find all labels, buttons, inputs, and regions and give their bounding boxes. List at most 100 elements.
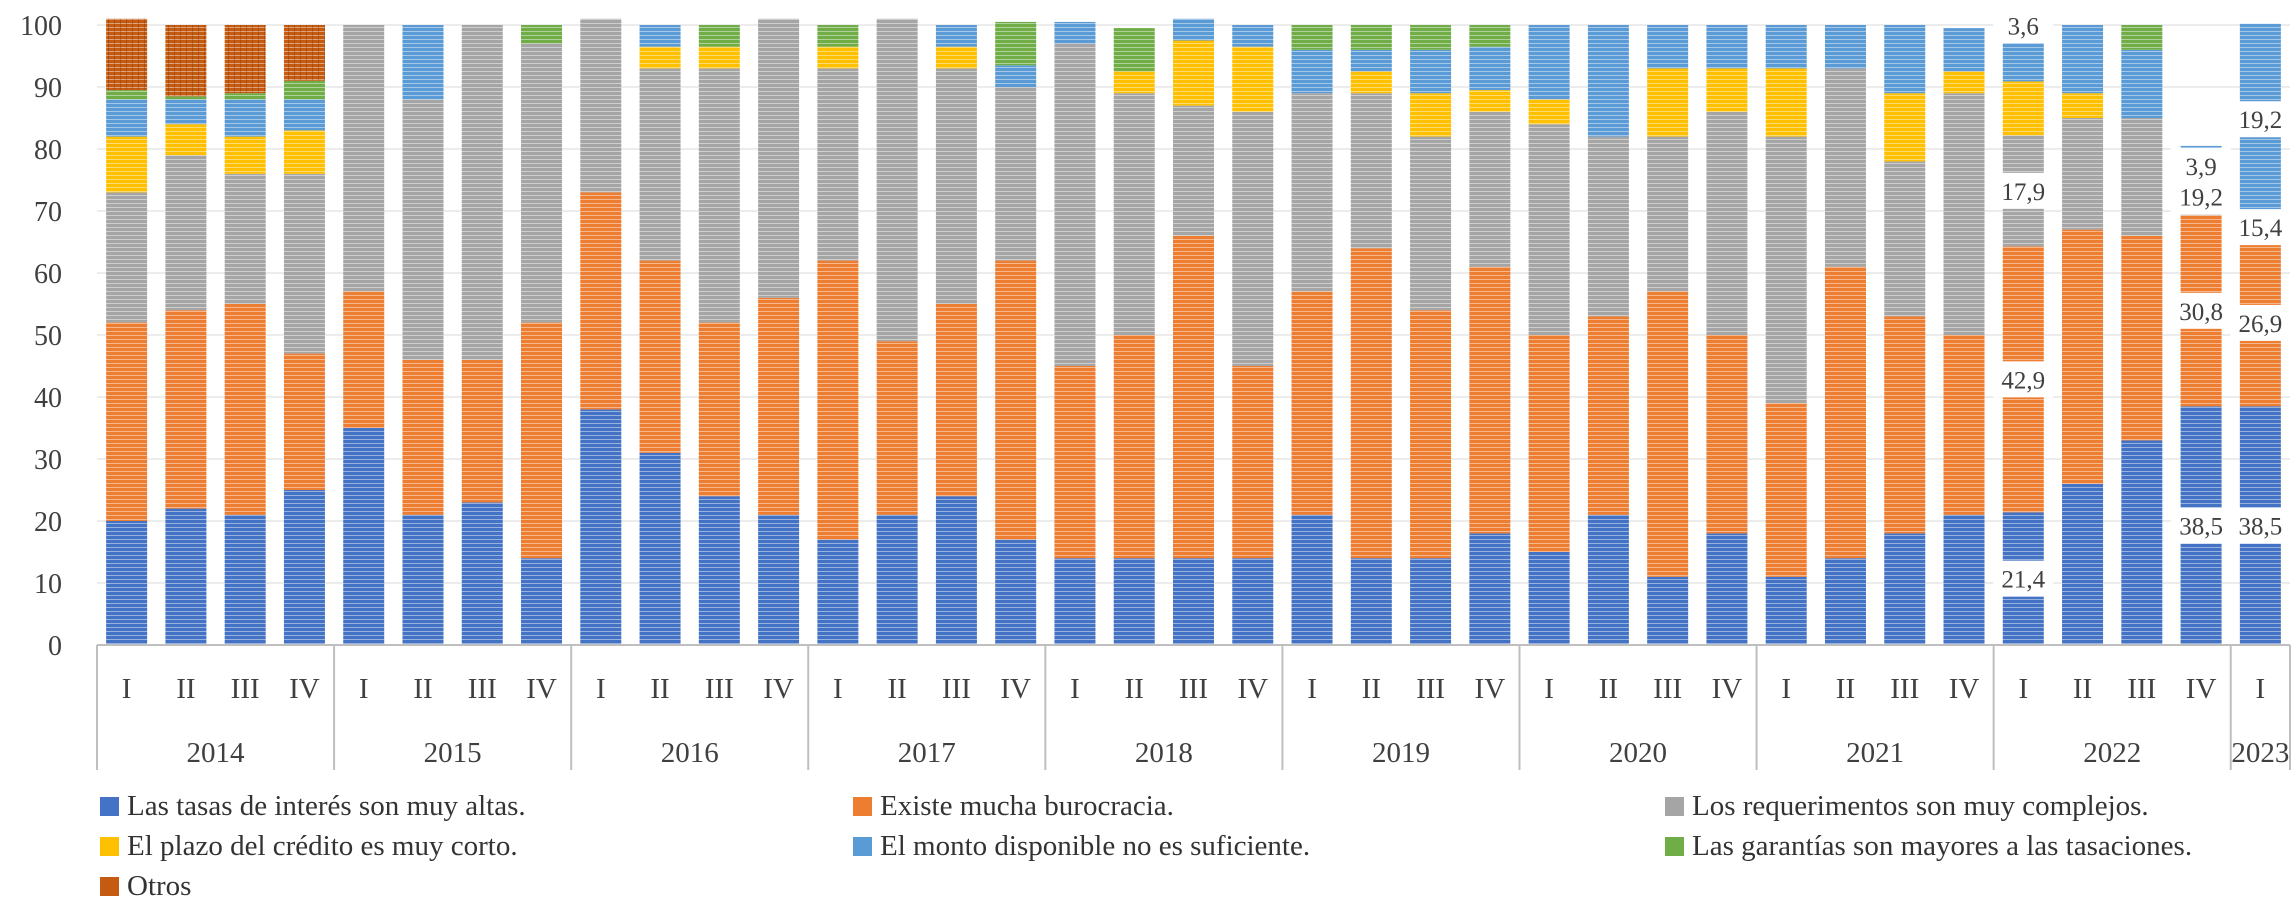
bar-segment [1350, 71, 1392, 94]
bar-segment [1647, 576, 1689, 645]
year-label: 2018 [1135, 737, 1193, 769]
quarter-label: I [1781, 673, 1791, 705]
bar-segment [402, 359, 444, 515]
y-tick-label: 80 [34, 135, 62, 166]
bar-segment [1410, 25, 1452, 50]
bar-segment [639, 452, 681, 645]
bar-segment [1469, 25, 1511, 47]
bar-segment [935, 25, 977, 47]
svg-text:3,9: 3,9 [2185, 154, 2216, 181]
y-tick-label: 20 [34, 507, 62, 538]
quarter-label: I [833, 673, 843, 705]
year-label: 2023 [2231, 737, 2289, 769]
bar-segment [343, 428, 385, 645]
quarter-label: I [359, 673, 369, 705]
quarter-label: II [1125, 673, 1144, 705]
quarter-label: IV [1237, 673, 1268, 705]
bar-segment [1350, 558, 1392, 645]
bar-segment [2062, 25, 2104, 94]
bar-segment [521, 43, 563, 323]
bar-segment [1410, 49, 1452, 94]
bar-segment [521, 322, 563, 559]
quarter-label: III [942, 673, 971, 705]
legend-swatch [1665, 797, 1684, 816]
bar-segment [935, 46, 977, 69]
bar-segment [224, 99, 266, 137]
quarter-label: III [468, 673, 497, 705]
bar-segment [698, 25, 740, 47]
bar-segment [1884, 316, 1926, 534]
bar-segment [876, 341, 918, 515]
bar-segment [343, 25, 385, 292]
quarter-label: III [2127, 673, 2156, 705]
y-tick-label: 100 [20, 11, 62, 42]
data-label: 3,9 [2171, 148, 2232, 185]
bar-segment [1054, 366, 1096, 559]
bar-segment [1647, 68, 1689, 137]
bar-segment [1054, 558, 1096, 645]
bar-segment [165, 310, 207, 509]
bar-segment [106, 136, 148, 193]
quarter-label: IV [2186, 673, 2217, 705]
bar-segment [1410, 93, 1452, 137]
bar-segment [106, 18, 148, 91]
legend-label: El plazo del crédito es muy corto. [127, 830, 518, 862]
year-label: 2016 [661, 737, 719, 769]
legend-swatch [100, 837, 119, 856]
bar-segment [106, 90, 148, 100]
bar-segment [1054, 21, 1096, 44]
quarter-label: III [1890, 673, 1919, 705]
bar-segment [758, 514, 800, 645]
bar-segment [283, 173, 325, 354]
bar-segment [521, 558, 563, 645]
bar-segment [165, 508, 207, 645]
bar-segment [224, 173, 266, 304]
bar-segment [1410, 136, 1452, 311]
quarter-label: II [1362, 673, 1381, 705]
bar-segment [165, 124, 207, 156]
bar-segment [1528, 25, 1570, 100]
bar-segment [639, 68, 681, 261]
bar-segment [580, 409, 622, 645]
bar-segment [1232, 111, 1274, 366]
legend-swatch [1665, 837, 1684, 856]
bar-segment [1173, 105, 1214, 236]
legend-item: Otros [100, 870, 191, 903]
legend-swatch [853, 837, 872, 856]
bar-segment [1232, 25, 1274, 47]
bar-segment [995, 65, 1037, 87]
bar-segment [639, 46, 681, 69]
bar-segment [1113, 71, 1155, 94]
bar-segment [1113, 28, 1155, 72]
legend-label: Los requerimentos son muy complejos. [1692, 790, 2149, 822]
bar-segment [224, 93, 266, 100]
quarter-label: IV [1712, 673, 1743, 705]
bar-segment [224, 25, 266, 94]
bar-segment [580, 18, 622, 193]
bar-segment [1647, 291, 1689, 577]
legend-item: El plazo del crédito es muy corto. [100, 830, 518, 863]
bar-segment [758, 297, 800, 515]
bar-segment [283, 490, 325, 645]
bar-segment [1824, 68, 1866, 267]
bar-segment [1943, 514, 1985, 645]
quarter-label: I [1544, 673, 1554, 705]
bar-segment [521, 25, 563, 44]
bar-segment [1173, 18, 1214, 41]
bar-segment [1706, 533, 1748, 645]
bar-segment [935, 496, 977, 645]
svg-text:15,4: 15,4 [2238, 215, 2282, 242]
bar-segment [935, 68, 977, 305]
bar-segment [817, 46, 859, 69]
data-label: 15,4 [2230, 209, 2291, 246]
bar-segment [1706, 25, 1748, 69]
quarter-label: II [1836, 673, 1855, 705]
bar-segment [1587, 136, 1629, 317]
data-label: 26,9 [2230, 304, 2291, 341]
bar-segment [639, 260, 681, 453]
year-label: 2015 [424, 737, 482, 769]
quarter-label: I [122, 673, 132, 705]
bar-segment [1765, 403, 1807, 577]
